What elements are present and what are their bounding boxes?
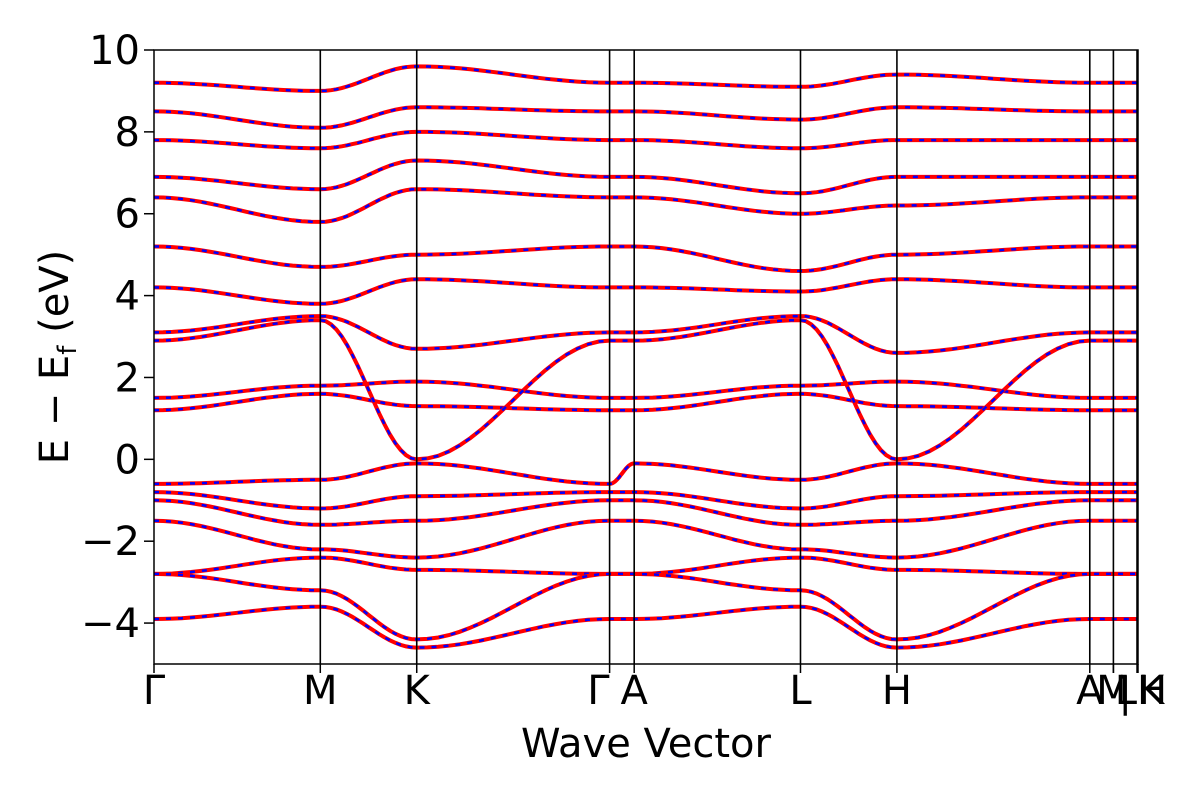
y-tick-label: 10: [89, 28, 140, 74]
y-axis-label-sub: f: [53, 345, 83, 355]
x-tick-label: K: [1138, 668, 1166, 714]
band-line-blue-dashed: [154, 380, 1138, 400]
x-tick-label: Γ: [143, 668, 166, 714]
band-line-red: [154, 518, 1138, 560]
y-axis-label-unit: (eV): [32, 250, 78, 346]
band-line-blue-dashed: [154, 130, 1138, 150]
band-line-blue-dashed: [154, 159, 1138, 195]
x-axis-ticks: Γ M K Γ A L H AML HK|: [143, 664, 1167, 716]
y-tick-label: −4: [81, 601, 140, 647]
x-tick-label: L: [789, 668, 812, 714]
band-line-blue-dashed: [154, 499, 1138, 527]
x-tick-label: A: [1076, 668, 1104, 714]
band-line-red: [154, 187, 1138, 224]
band-line-blue-dashed: [154, 318, 1138, 461]
band-line-blue-dashed: [154, 106, 1138, 130]
y-tick-label: 4: [115, 274, 140, 320]
y-axis-ticks: −4 −2 0 2 4 6 8 10: [81, 28, 154, 647]
x-tick-label: M: [1096, 668, 1131, 714]
band-line-blue-dashed: [154, 65, 1138, 93]
plot-background: [154, 50, 1138, 664]
y-tick-label: −2: [81, 519, 140, 565]
y-axis-label: E − Ef (eV): [32, 250, 83, 465]
y-tick-label: 2: [115, 355, 140, 401]
x-tick-label: A: [621, 668, 649, 714]
band-line-blue-dashed: [154, 490, 1138, 510]
band-line-blue-dashed: [154, 245, 1138, 273]
y-tick-label: 8: [115, 110, 140, 156]
y-tick-label: 0: [115, 437, 140, 483]
band-line-blue-dashed: [154, 277, 1138, 306]
bands-layer: [154, 64, 1138, 650]
band-line-blue-dashed: [154, 572, 1138, 641]
svg-text:E − Ef (eV): E − Ef (eV): [32, 250, 83, 465]
high-symmetry-lines: [319, 50, 1138, 664]
y-axis-label-main: E − E: [32, 355, 78, 465]
x-tick-label: Γ: [587, 668, 610, 714]
band-line-blue-dashed: [154, 605, 1138, 649]
band-line-blue-dashed: [154, 314, 1138, 355]
x-tick-label: M: [303, 668, 338, 714]
band-line-blue-dashed: [154, 392, 1138, 412]
x-tick-label: L: [1115, 668, 1138, 714]
x-axis-label: Wave Vector: [521, 721, 772, 767]
x-tick-label: H: [1137, 668, 1167, 714]
plot-frame: [153, 49, 1139, 665]
x-tick-label: K: [404, 668, 432, 714]
x-tick-label: H: [882, 668, 912, 714]
x-tick-separator: |: [1118, 670, 1131, 716]
band-line-blue-dashed: [154, 462, 1138, 486]
y-tick-label: 6: [115, 192, 140, 238]
